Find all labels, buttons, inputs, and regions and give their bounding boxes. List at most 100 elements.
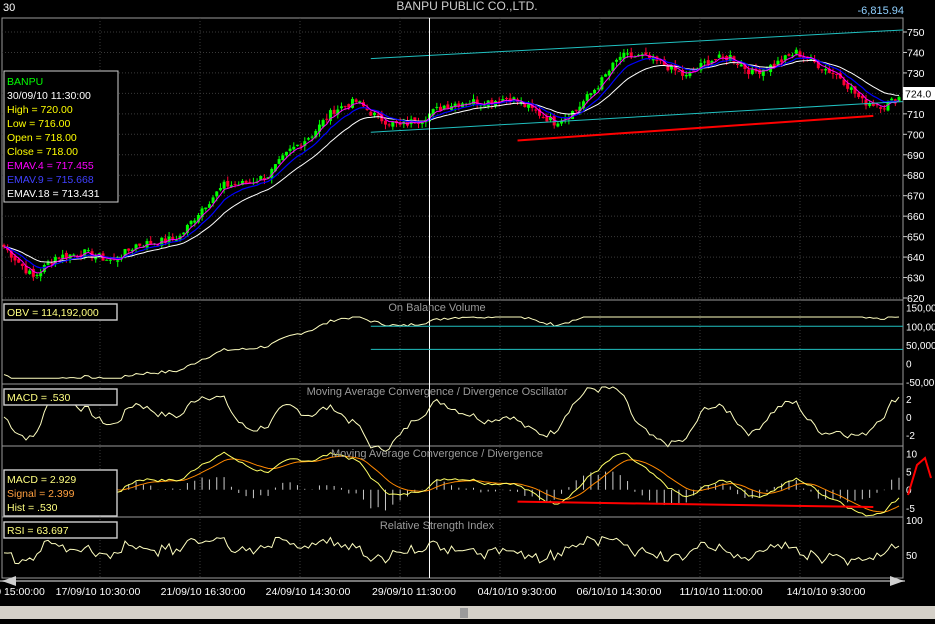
- candle-body: [6, 248, 10, 251]
- candle-body: [193, 220, 197, 223]
- y-tick-label: 640: [907, 252, 925, 264]
- candle-body: [182, 232, 186, 235]
- candle-body: [233, 184, 237, 186]
- candle-body: [615, 59, 619, 62]
- candle-body: [523, 102, 527, 107]
- candle-body: [317, 124, 321, 132]
- signal-line: [3, 455, 900, 513]
- candle-body: [244, 180, 248, 184]
- candle-body: [336, 109, 340, 115]
- candle-body: [50, 263, 54, 265]
- candle-body: [229, 185, 233, 188]
- x-axis-label: 24/09/10 14:30:00: [266, 586, 351, 598]
- candle-body: [94, 256, 98, 260]
- scroll-track[interactable]: [0, 580, 905, 582]
- macd-trend-annotation: [517, 500, 874, 509]
- candle-body: [596, 88, 600, 90]
- candle-body: [541, 117, 545, 119]
- x-axis-label: 06/10/10 14:30:00: [577, 586, 662, 598]
- candle-body: [703, 61, 707, 63]
- candle-body: [890, 98, 894, 101]
- candle-body: [585, 94, 589, 101]
- macd-value-label: MACD = 2.929: [7, 474, 76, 486]
- y-tick-label: 710: [907, 109, 925, 121]
- splitter-grip[interactable]: [460, 608, 468, 618]
- candle-body: [259, 175, 263, 181]
- candle-body: [670, 64, 674, 70]
- candle-body: [897, 97, 901, 102]
- candle-body: [24, 265, 28, 274]
- candle-body: [574, 109, 578, 111]
- osc-tick-label: 0: [906, 413, 912, 424]
- candle-body: [211, 197, 215, 203]
- candle-body: [886, 101, 890, 111]
- x-axis-label: 21/09/10 16:30:00: [161, 586, 246, 598]
- candle-body: [9, 251, 13, 258]
- candle-body: [505, 98, 509, 100]
- candle-body: [64, 252, 68, 259]
- candle-body: [299, 145, 303, 147]
- candle-body: [871, 102, 875, 106]
- candle-body: [772, 63, 776, 67]
- obv-line: [3, 316, 900, 379]
- candle-body: [710, 61, 714, 64]
- candle-body: [405, 120, 409, 126]
- candle-body: [875, 104, 879, 106]
- candle-body: [681, 69, 685, 76]
- candle-body: [284, 151, 288, 156]
- candle-body: [325, 118, 329, 120]
- candle-body: [149, 240, 153, 244]
- macd-label-box: MACD = 2.929 Signal = 2.399 Hist = .530: [3, 469, 118, 517]
- candle-body: [310, 136, 314, 138]
- x-axis-labels: 0 15:00:00 17/09/10 10:30:00 21/09/10 16:3…: [0, 586, 866, 598]
- candle-body: [736, 63, 740, 65]
- panel-layer: 7507407307207107006906806706606506406306…: [1, 17, 935, 579]
- info-close: Close = 718.00: [7, 146, 78, 158]
- macd-title: Moving Average Convergence / Divergence: [331, 448, 543, 460]
- candle-body: [857, 92, 861, 98]
- candle-body: [273, 164, 277, 171]
- info-emav4: EMAV.4 = 717.455: [7, 160, 94, 172]
- candle-body: [549, 116, 553, 121]
- candle-body: [134, 244, 138, 250]
- candle-body: [644, 52, 648, 55]
- candle-body: [714, 59, 718, 61]
- candle-body: [483, 105, 487, 107]
- candle-body: [820, 69, 824, 71]
- candle-body: [787, 54, 791, 56]
- candle-body: [365, 107, 369, 111]
- rsi-value-label: RSI = 63.697: [7, 525, 69, 537]
- candle-body: [849, 87, 853, 90]
- scroll-left-icon[interactable]: [2, 576, 16, 586]
- candle-body: [706, 60, 710, 65]
- candle-body: [659, 59, 663, 61]
- candle-body: [747, 69, 751, 75]
- candle-body: [240, 180, 244, 185]
- last-price-tag: 724.0: [903, 87, 935, 101]
- candle-body: [248, 181, 252, 183]
- price-trend-annotation: [517, 114, 874, 142]
- macd-tick-label: -5: [906, 504, 915, 515]
- candle-body: [387, 124, 391, 126]
- scroll-right-icon[interactable]: [890, 576, 904, 586]
- candle-body: [750, 69, 754, 74]
- candle-body: [339, 106, 343, 109]
- candle-body: [560, 120, 564, 124]
- candle-body: [593, 89, 597, 94]
- obv-tick-label: 100,00: [906, 322, 935, 333]
- candle-body: [343, 105, 347, 107]
- candle-body: [802, 56, 806, 58]
- candle-body: [189, 221, 193, 225]
- candle-body: [35, 274, 39, 276]
- info-open: Open = 718.00: [7, 132, 77, 144]
- hist-value-label: Hist = .530: [7, 502, 58, 514]
- candle-body: [556, 123, 560, 127]
- candle-body: [277, 159, 281, 164]
- candle-body: [827, 68, 831, 73]
- candle-body: [163, 238, 167, 243]
- candle-body: [816, 60, 820, 69]
- info-emav18: EMAV.18 = 713.431: [7, 188, 100, 200]
- candle-body: [882, 108, 886, 110]
- y-tick-label: 750: [907, 27, 925, 39]
